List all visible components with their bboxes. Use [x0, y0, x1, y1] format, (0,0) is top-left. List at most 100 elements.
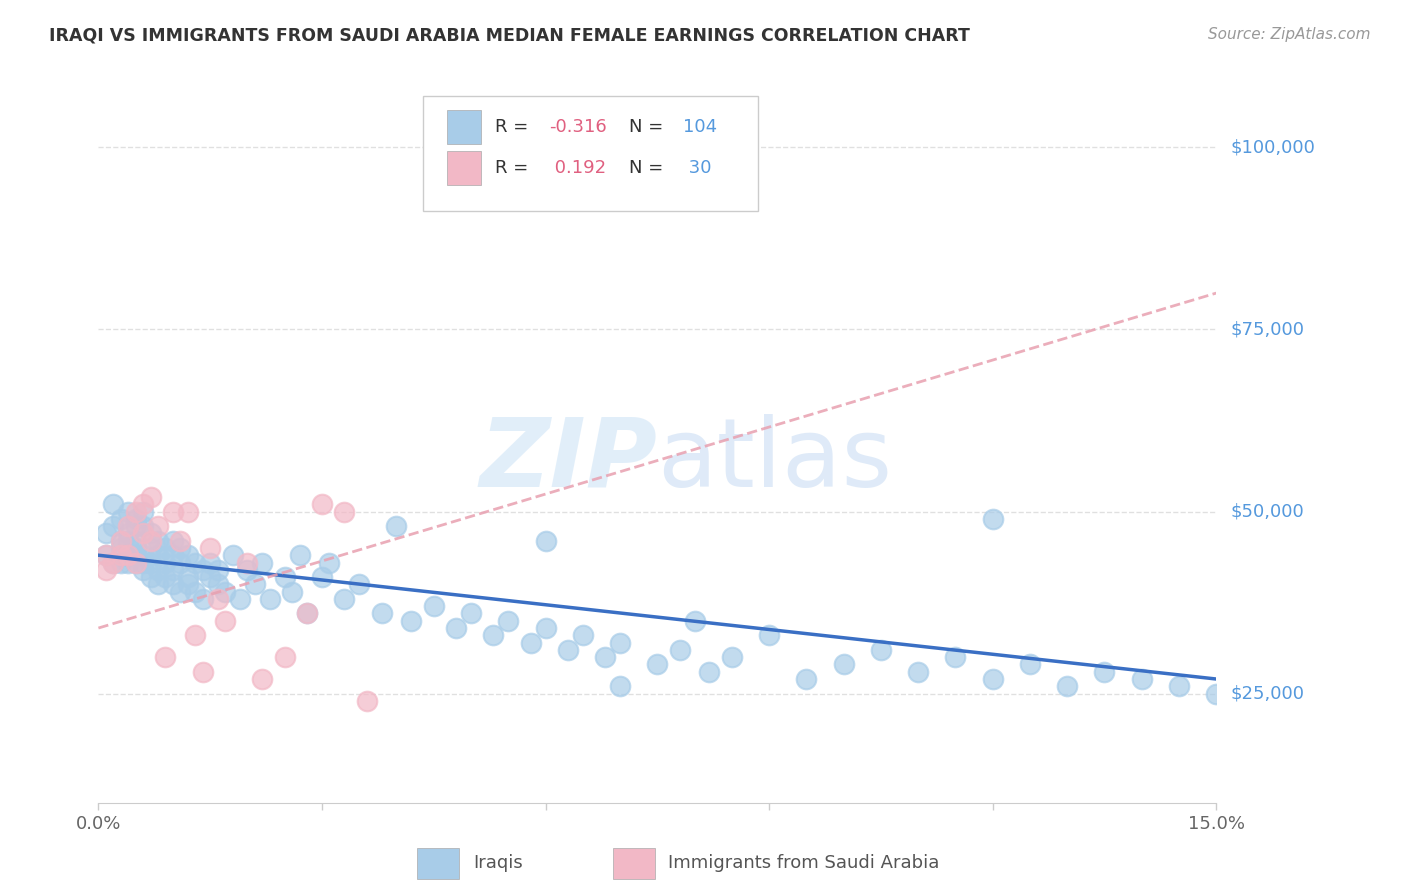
Point — [1130, 672, 1153, 686]
Text: ZIP: ZIP — [479, 414, 658, 507]
Point — [155, 650, 177, 665]
Point — [200, 556, 222, 570]
Point — [385, 519, 408, 533]
Point — [103, 519, 125, 533]
Point — [125, 541, 148, 555]
Point — [184, 628, 207, 642]
Point — [259, 591, 281, 606]
Point — [117, 556, 139, 570]
Point — [94, 548, 117, 562]
Point — [146, 533, 169, 548]
Point — [125, 504, 148, 518]
Point — [311, 570, 333, 584]
Point — [117, 519, 139, 533]
FancyBboxPatch shape — [418, 847, 460, 880]
Point — [318, 556, 340, 570]
Point — [132, 556, 155, 570]
Point — [236, 563, 259, 577]
Point — [155, 556, 177, 570]
Point — [139, 533, 162, 548]
Point — [981, 512, 1004, 526]
Point — [557, 643, 579, 657]
Point — [125, 512, 148, 526]
Point — [534, 621, 557, 635]
Text: 0.192: 0.192 — [548, 159, 606, 177]
Point — [110, 541, 132, 555]
Point — [117, 548, 139, 562]
Point — [110, 533, 132, 548]
Point — [593, 650, 616, 665]
Point — [103, 497, 125, 511]
Point — [207, 577, 229, 591]
Point — [191, 665, 214, 679]
Point — [869, 643, 891, 657]
Point — [103, 556, 125, 570]
Point — [609, 679, 631, 693]
Point — [796, 672, 818, 686]
Point — [907, 665, 929, 679]
Point — [311, 497, 333, 511]
Point — [243, 577, 266, 591]
Text: -0.316: -0.316 — [548, 118, 606, 136]
Point — [169, 556, 191, 570]
Point — [758, 628, 780, 642]
Point — [274, 570, 297, 584]
Point — [571, 628, 595, 642]
Point — [132, 497, 155, 511]
Point — [1205, 687, 1227, 701]
Text: R =: R = — [495, 118, 534, 136]
Point — [155, 570, 177, 584]
Point — [162, 577, 184, 591]
Point — [207, 591, 229, 606]
Point — [333, 504, 356, 518]
Point — [132, 526, 155, 541]
Point — [609, 635, 631, 649]
Point — [125, 533, 148, 548]
Point — [214, 614, 236, 628]
Point — [981, 672, 1004, 686]
Text: $50,000: $50,000 — [1230, 502, 1303, 521]
Point — [356, 694, 378, 708]
Point — [370, 607, 392, 621]
FancyBboxPatch shape — [423, 96, 758, 211]
Point — [191, 563, 214, 577]
FancyBboxPatch shape — [447, 110, 481, 145]
Point — [229, 591, 252, 606]
Point — [274, 650, 297, 665]
Point — [110, 533, 132, 548]
Text: 104: 104 — [683, 118, 717, 136]
Point — [125, 519, 148, 533]
Point — [295, 607, 318, 621]
Point — [125, 548, 148, 562]
Point — [184, 556, 207, 570]
Point — [94, 563, 117, 577]
Text: Iraqis: Iraqis — [472, 855, 523, 872]
Point — [146, 563, 169, 577]
Point — [110, 512, 132, 526]
Point — [162, 504, 184, 518]
Point — [132, 548, 155, 562]
Point — [460, 607, 482, 621]
Point — [444, 621, 467, 635]
Point — [110, 548, 132, 562]
Point — [139, 526, 162, 541]
Text: IRAQI VS IMMIGRANTS FROM SAUDI ARABIA MEDIAN FEMALE EARNINGS CORRELATION CHART: IRAQI VS IMMIGRANTS FROM SAUDI ARABIA ME… — [49, 27, 970, 45]
Point — [125, 556, 148, 570]
Point — [177, 504, 200, 518]
Point — [177, 570, 200, 584]
Point — [139, 541, 162, 555]
Text: $100,000: $100,000 — [1230, 138, 1315, 156]
Point — [1167, 679, 1189, 693]
Point — [401, 614, 423, 628]
Point — [139, 490, 162, 504]
Point — [146, 519, 169, 533]
Point — [117, 504, 139, 518]
Point — [534, 533, 557, 548]
Point — [132, 563, 155, 577]
Text: Immigrants from Saudi Arabia: Immigrants from Saudi Arabia — [668, 855, 939, 872]
Point — [945, 650, 967, 665]
Point — [117, 526, 139, 541]
Text: R =: R = — [495, 159, 534, 177]
Point — [832, 657, 855, 672]
Point — [162, 533, 184, 548]
